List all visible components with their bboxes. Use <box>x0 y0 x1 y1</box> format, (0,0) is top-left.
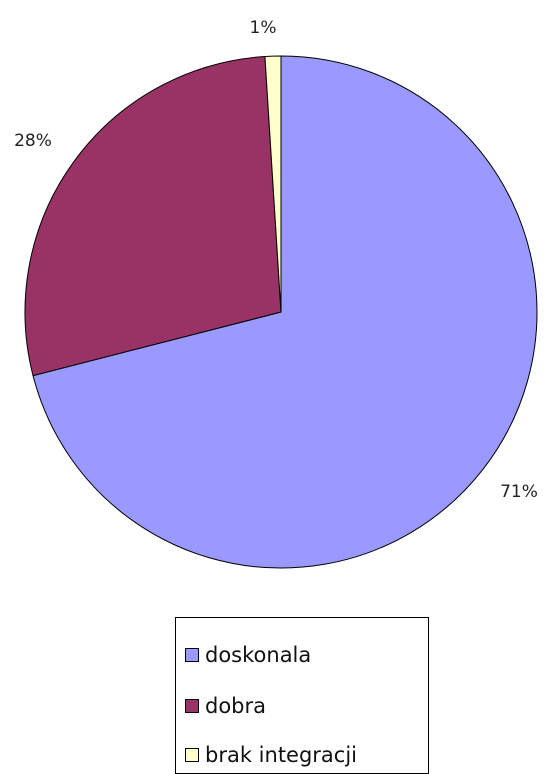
legend-swatch-brak-integracji <box>185 748 199 762</box>
pie-slices <box>24 55 538 569</box>
legend-swatch-dobra <box>185 699 199 713</box>
pie-slice-dobra <box>24 55 282 377</box>
data-label-brak-integracji: 1% <box>250 18 277 38</box>
legend-swatch-doskonala <box>185 648 199 662</box>
legend-label-doskonala: doskonala <box>205 643 312 667</box>
data-label-dobra: 28% <box>14 131 52 151</box>
legend-label-brak-integracji: brak integracji <box>205 743 358 767</box>
pie-slice-brak-integracji <box>264 55 282 313</box>
data-label-doskonala: 71% <box>500 482 538 502</box>
pie-data-labels: 71% 28% 1% <box>14 18 538 502</box>
legend-label-dobra: dobra <box>205 694 267 718</box>
legend: doskonala dobra brak integracji <box>175 617 429 774</box>
legend-item-brak-integracji: brak integracji <box>185 742 357 768</box>
legend-item-doskonala: doskonala <box>185 642 311 668</box>
legend-item-dobra: dobra <box>185 693 266 719</box>
pie-slice-doskonala <box>32 55 538 569</box>
